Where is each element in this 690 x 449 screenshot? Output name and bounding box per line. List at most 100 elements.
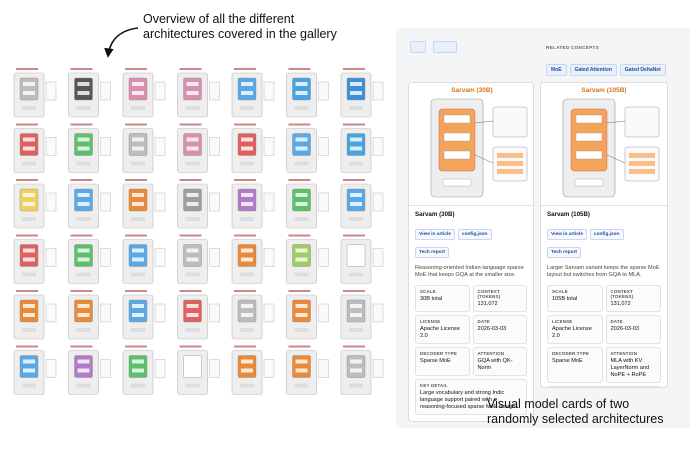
thumb-block xyxy=(346,244,366,267)
thumb-label-bar xyxy=(343,179,365,181)
thumb-label-bar xyxy=(16,68,38,70)
diagram-expert xyxy=(497,153,523,158)
spec-cell: LICENSE Apache License 2.0 xyxy=(415,314,470,344)
concept-chip[interactable]: Gated DeltaNet xyxy=(619,64,666,76)
thumb-base xyxy=(349,217,363,221)
spec-cell: SCALE 105B total xyxy=(547,284,603,312)
thumb-block xyxy=(74,133,93,156)
thumb-inner xyxy=(295,313,308,317)
spec-label: DECODER TYPE xyxy=(552,350,590,356)
thumbnail xyxy=(231,290,275,340)
thumb-side xyxy=(209,81,220,101)
thumb-label-bar xyxy=(234,345,256,348)
spec-value: Large vocabulary and strong Indic langua… xyxy=(420,389,518,410)
concept-chip[interactable]: Gated Attention xyxy=(569,64,617,76)
thumb-base xyxy=(131,328,145,332)
card-button[interactable]: View in article xyxy=(547,229,587,240)
thumb-inner xyxy=(132,248,144,253)
spec-value: 30B total xyxy=(420,295,443,302)
thumb-side xyxy=(263,303,275,323)
thumb-label-bar xyxy=(16,345,38,348)
card-button[interactable]: Tech report xyxy=(547,247,582,258)
diagram-title: Sarvam (105B) xyxy=(581,87,626,94)
diagram-layer xyxy=(575,150,603,160)
thumbnail xyxy=(177,123,220,173)
thumb-inner xyxy=(23,146,35,151)
thumb-block xyxy=(237,299,257,323)
thumb-base xyxy=(22,217,36,221)
annotation-cards: Visual model cards of two randomly selec… xyxy=(487,397,663,427)
card-button[interactable]: View in article xyxy=(415,229,455,240)
thumb-inner xyxy=(186,304,199,308)
thumb-label-bar xyxy=(343,234,365,237)
concept-chip[interactable]: MoE xyxy=(546,64,567,76)
spec-cell: LICENSE Apache License 2.0 xyxy=(547,314,603,344)
thumb-base xyxy=(240,161,254,166)
thumb-inner xyxy=(241,359,253,364)
card-button[interactable]: Tech report xyxy=(415,247,450,258)
thumb-inner xyxy=(23,193,35,197)
thumb-base xyxy=(240,272,254,277)
thumbnail xyxy=(122,234,166,284)
thumb-side xyxy=(318,248,329,267)
thumb-inner xyxy=(241,313,253,317)
thumb-label-bar xyxy=(125,234,147,237)
thumb-label-bar xyxy=(16,290,38,292)
thumb-label-bar xyxy=(70,345,93,348)
thumb-inner xyxy=(23,202,35,206)
thumb-label-bar xyxy=(179,290,202,292)
thumb-block xyxy=(292,188,311,212)
diagram-expert xyxy=(629,161,655,166)
thumb-base xyxy=(185,161,200,166)
thumb-block xyxy=(19,299,39,323)
thumb-inner xyxy=(23,359,35,364)
thumb-base xyxy=(240,383,254,388)
thumb-label-bar xyxy=(179,345,202,348)
thumb-inner xyxy=(241,137,253,142)
diagram-expert xyxy=(629,153,655,158)
model-card: Sarvam (105B) Sarvam (105B) View in articl… xyxy=(540,82,668,388)
thumb-inner xyxy=(295,91,308,95)
thumb-label-bar xyxy=(70,123,93,126)
thumb-side xyxy=(318,137,329,156)
thumb-block xyxy=(237,244,257,267)
thumb-inner xyxy=(350,359,362,364)
thumbnail xyxy=(340,234,384,284)
thumb-base xyxy=(22,161,36,166)
thumb-label-bar xyxy=(179,179,202,181)
thumb-base xyxy=(131,161,145,166)
thumb-inner xyxy=(186,202,199,206)
thumb-inner xyxy=(186,193,199,197)
thumb-side xyxy=(100,137,111,156)
thumb-inner xyxy=(295,368,308,373)
card-button[interactable]: config.json xyxy=(457,229,492,240)
thumbnail xyxy=(231,345,275,395)
thumb-inner xyxy=(77,248,90,253)
thumb-inner xyxy=(132,202,144,206)
thumbnail xyxy=(286,179,329,229)
thumbnail xyxy=(286,345,329,395)
thumb-base xyxy=(76,217,91,221)
thumbnail xyxy=(340,345,384,395)
thumb-side xyxy=(154,137,166,156)
spec-value: Sparse MoE xyxy=(552,357,583,364)
thumb-side xyxy=(45,303,57,323)
thumb-base xyxy=(294,161,309,166)
spec-label: LICENSE xyxy=(552,318,573,324)
thumb-side xyxy=(45,192,57,212)
spec-value: 2026-03-03 xyxy=(610,325,640,332)
thumb-inner xyxy=(186,368,199,373)
thumb-block xyxy=(128,188,148,212)
thumb-block xyxy=(128,355,148,378)
diagram-expert xyxy=(497,161,523,166)
diagram-layer xyxy=(575,114,603,124)
spec-value: 131,072 xyxy=(477,300,498,307)
thumb-inner xyxy=(186,257,199,262)
diagram-connector xyxy=(606,154,626,164)
spec-label: CONTEXT (TOKENS) xyxy=(477,288,501,299)
thumb-inner xyxy=(350,313,362,317)
card-button[interactable]: config.json xyxy=(589,229,624,240)
thumb-base xyxy=(185,328,200,332)
annotation-line: Overview of all the different xyxy=(143,12,295,26)
